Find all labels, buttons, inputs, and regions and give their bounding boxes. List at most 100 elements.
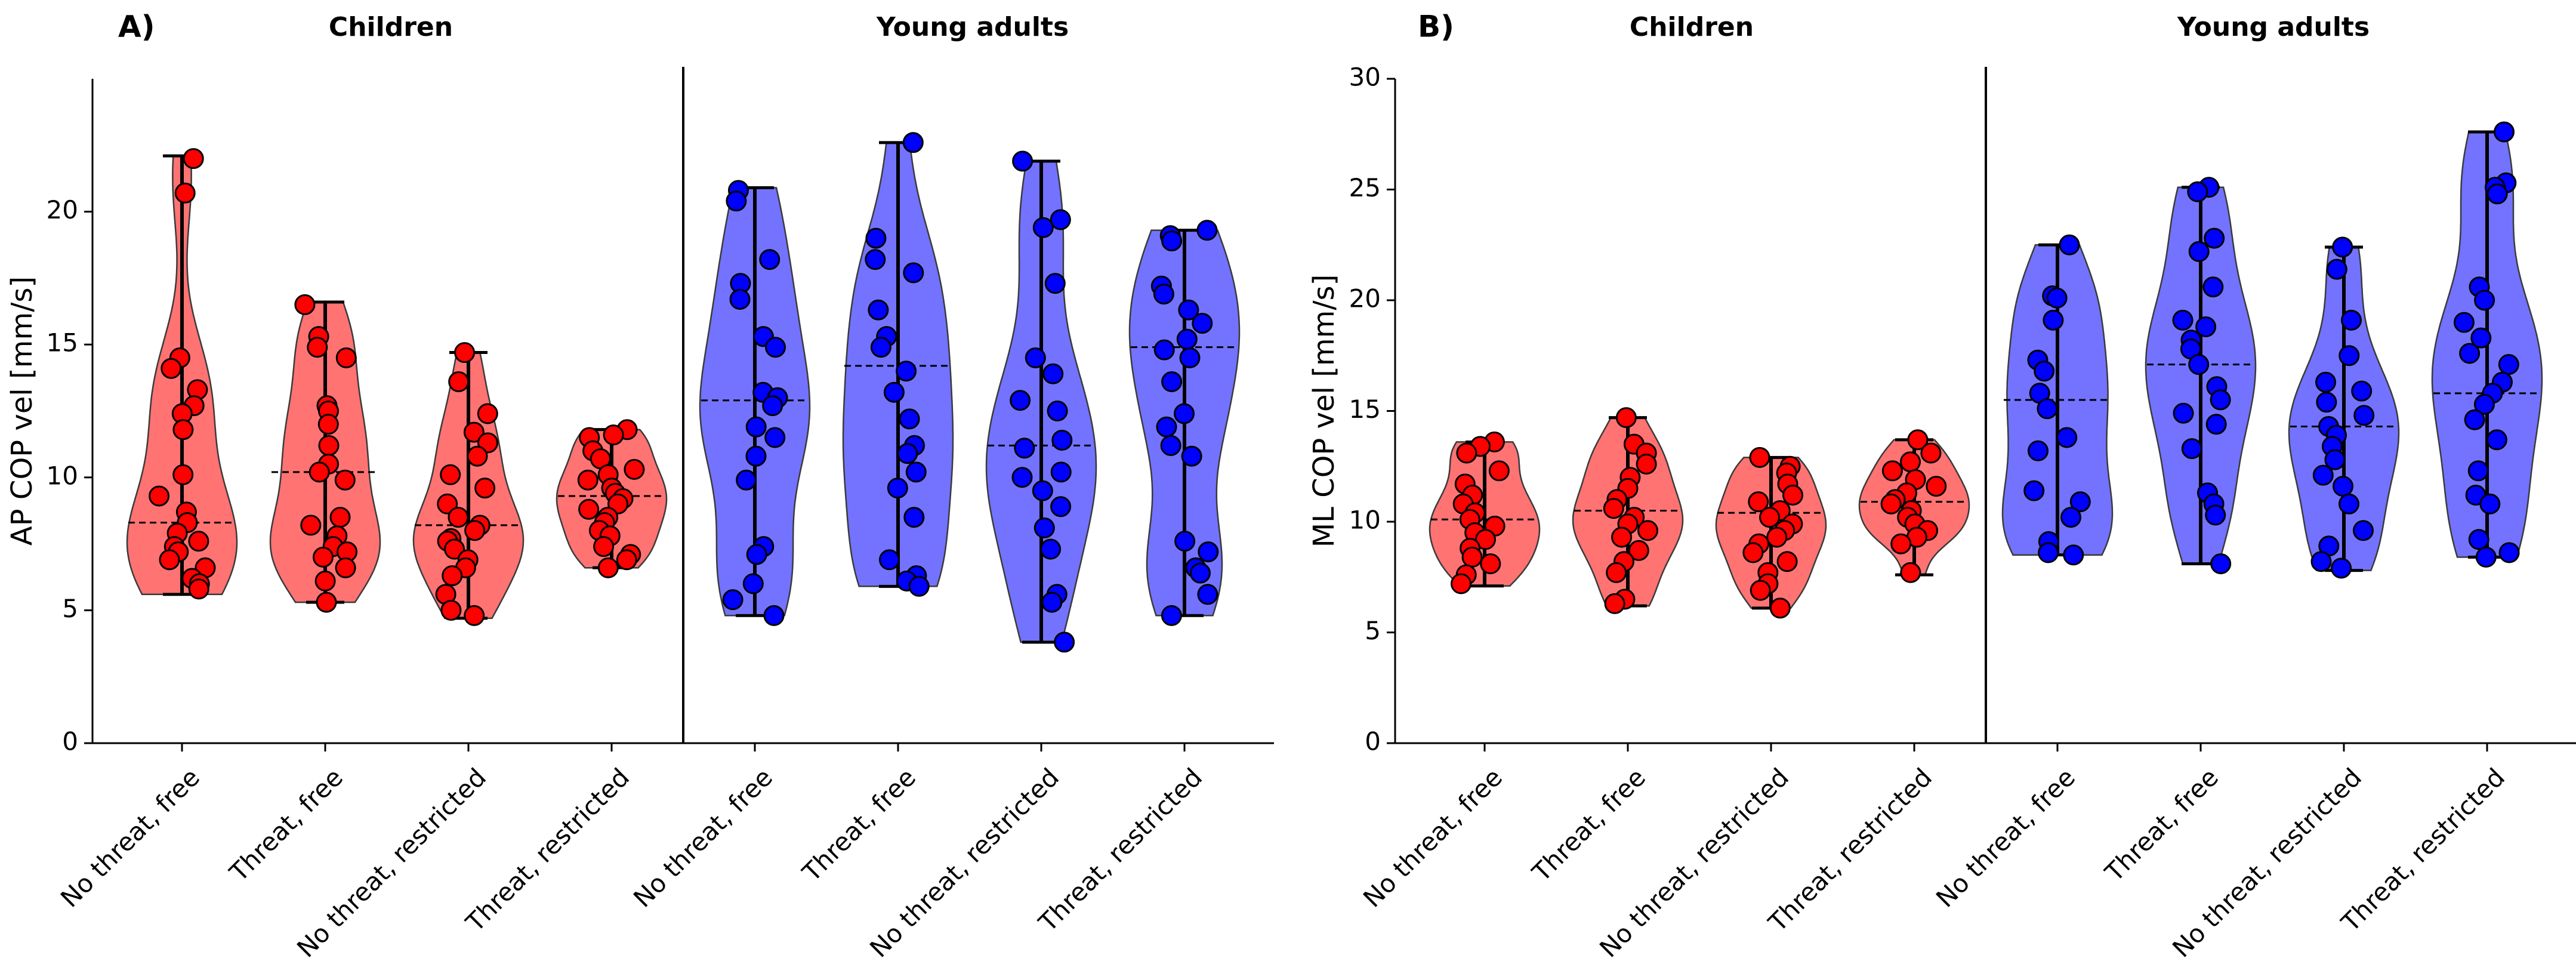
violin-young-adults-threat-restricted-point — [1192, 313, 1213, 334]
violin-children-threat-restricted-point — [1900, 451, 1921, 473]
violin-young-adults-no-threat-restricted-point — [2341, 309, 2362, 331]
violin-young-adults-threat-restricted-point — [2498, 542, 2520, 563]
violin-young-adults-no-threat-free-point — [746, 544, 767, 565]
violin-young-adults-no-threat-restricted-point — [1014, 438, 1035, 459]
violin-young-adults-threat-free-point — [2181, 438, 2202, 460]
violin-young-adults-no-threat-restricted-point — [2326, 258, 2347, 280]
violin-children-threat-restricted-point — [1926, 476, 1947, 497]
violin-children-threat-restricted-point — [1880, 493, 1902, 515]
violin-children-threat-free-point — [1603, 498, 1624, 519]
violin-young-adults-threat-restricted-point — [2498, 354, 2519, 375]
violin-children-threat-restricted-point — [597, 557, 619, 578]
x-tick-label-no-threat-free: No threat, free — [628, 762, 778, 913]
violin-children-no-threat-free-point — [1488, 460, 1510, 482]
violin-young-adults-no-threat-free-point — [2028, 440, 2049, 461]
violin-children-no-threat-restricted-point — [442, 565, 463, 586]
violin-children-no-threat-restricted-point — [477, 403, 498, 424]
violin-children-threat-free-point — [314, 570, 336, 592]
violin-young-adults-no-threat-restricted-point — [1010, 390, 1031, 411]
violin-children-threat-free-point — [1628, 540, 1649, 561]
violin-children-threat-free-point — [1636, 454, 1657, 475]
violin-young-adults-threat-free-point — [2202, 276, 2224, 298]
x-tick-label-threat-free: Threat, free — [2099, 762, 2224, 887]
violin-young-adults-no-threat-free-point — [2038, 542, 2059, 563]
violin-children-threat-free-point — [316, 592, 337, 613]
violin-young-adults-no-threat-restricted-point — [1011, 467, 1033, 488]
violin-young-adults-no-threat-restricted-point — [1042, 363, 1064, 384]
violin-children-threat-free-point — [308, 461, 330, 483]
violin-young-adults-no-threat-restricted-point — [1025, 347, 1046, 368]
violin-children-threat-restricted-point — [1900, 562, 1921, 583]
violin-young-adults-no-threat-restricted-point — [2339, 493, 2359, 515]
violin-children-threat-restricted-point — [603, 424, 624, 446]
violin-young-adults-no-threat-free-point — [2034, 361, 2055, 382]
violin-young-adults-threat-restricted-point — [1197, 584, 1218, 605]
violin-young-adults-no-threat-restricted-point — [2310, 551, 2332, 572]
group-title-young-adults: Young adults — [2177, 12, 2370, 42]
violin-young-adults-no-threat-restricted-point — [1032, 480, 1053, 501]
violin-young-adults-no-threat-free-point — [765, 337, 786, 358]
violin-young-adults-no-threat-restricted-point — [2353, 405, 2375, 426]
group-title-young-adults: Young adults — [876, 12, 1069, 42]
violin-children-no-threat-restricted-point — [1776, 551, 1798, 572]
x-tick-label-threat-free: Threat, free — [797, 762, 921, 887]
violin-young-adults-threat-free-point — [2205, 414, 2227, 435]
panel-label-b: B) — [1418, 10, 1454, 44]
violin-children-no-threat-free-point — [174, 182, 196, 204]
violin-children-no-threat-free-point — [1475, 529, 1496, 550]
violin-young-adults-no-threat-free-point — [2043, 309, 2064, 331]
violin-young-adults-threat-restricted-point — [2464, 409, 2485, 430]
violin-young-adults-threat-free-point — [2188, 241, 2210, 262]
violin-young-adults-threat-restricted-point — [2486, 183, 2508, 205]
violin-young-adults-no-threat-restricted-point — [1054, 632, 1075, 653]
violin-young-adults-threat-restricted-point — [1181, 445, 1202, 467]
violin-children-no-threat-restricted-point — [463, 421, 485, 443]
violin-young-adults-threat-restricted-point — [2479, 493, 2501, 515]
violin-young-adults-threat-restricted-point — [1161, 230, 1183, 252]
violin-young-adults-no-threat-free-point — [729, 289, 751, 310]
violin-children-no-threat-restricted-point — [440, 464, 461, 485]
violin-young-adults-no-threat-restricted-point — [1051, 430, 1073, 451]
violin-young-adults-threat-restricted-point — [1153, 284, 1174, 305]
violin-young-adults-threat-free-point — [870, 337, 891, 358]
violin-young-adults-no-threat-free-point — [2056, 427, 2078, 448]
violin-young-adults-no-threat-restricted-point — [2333, 476, 2353, 497]
violin-children-no-threat-restricted-point — [437, 493, 458, 515]
violin-children-no-threat-free-point — [1480, 553, 1501, 574]
violin-children-no-threat-free-point — [172, 419, 194, 441]
violin-young-adults-no-threat-restricted-point — [1040, 538, 1062, 560]
violin-children-threat-restricted-point — [624, 458, 645, 480]
violin-young-adults-threat-free-point — [887, 478, 908, 499]
violin-young-adults-no-threat-free-point — [762, 395, 783, 417]
group-title-children: Children — [1630, 12, 1754, 42]
violin-young-adults-threat-free-point — [865, 249, 886, 270]
violin-young-adults-threat-restricted-point — [1160, 435, 1181, 456]
violin-young-adults-no-threat-restricted-point — [2353, 520, 2374, 541]
violin-young-adults-no-threat-restricted-point — [2351, 380, 2373, 402]
violin-young-adults-threat-free-point — [905, 461, 927, 483]
violin-young-adults-no-threat-restricted-point — [2312, 464, 2334, 486]
violin-children-no-threat-restricted-point — [464, 520, 486, 541]
violin-young-adults-no-threat-free-point — [745, 445, 767, 467]
violin-children-no-threat-restricted-point — [1750, 580, 1771, 601]
violin-young-adults-threat-free-point — [903, 507, 925, 528]
violin-children-threat-free-point — [318, 435, 340, 456]
violin-young-adults-no-threat-free-point — [2060, 507, 2081, 528]
violin-children-no-threat-restricted-point — [1782, 485, 1803, 506]
violin-young-adults-threat-free-point — [2188, 354, 2210, 375]
group-title-children: Children — [329, 12, 453, 42]
y-tick-label: 0 — [1365, 727, 1381, 756]
violin-young-adults-threat-free-point — [2205, 504, 2226, 526]
violin-children-threat-free-point — [313, 546, 334, 568]
violin-children-threat-free-point — [1611, 526, 1633, 548]
violin-young-adults-threat-restricted-point — [2459, 343, 2481, 364]
violin-children-threat-free-point — [335, 347, 357, 368]
y-tick-label: 10 — [1349, 506, 1381, 535]
violin-young-adults-threat-free-point — [2204, 227, 2225, 249]
violin-children-threat-free-point — [1637, 520, 1658, 541]
panel-label-a: A) — [118, 10, 155, 44]
violin-young-adults-threat-free-point — [2172, 309, 2194, 331]
violin-young-adults-no-threat-restricted-point — [2331, 558, 2352, 579]
violin-children-no-threat-free-point — [1461, 546, 1483, 568]
